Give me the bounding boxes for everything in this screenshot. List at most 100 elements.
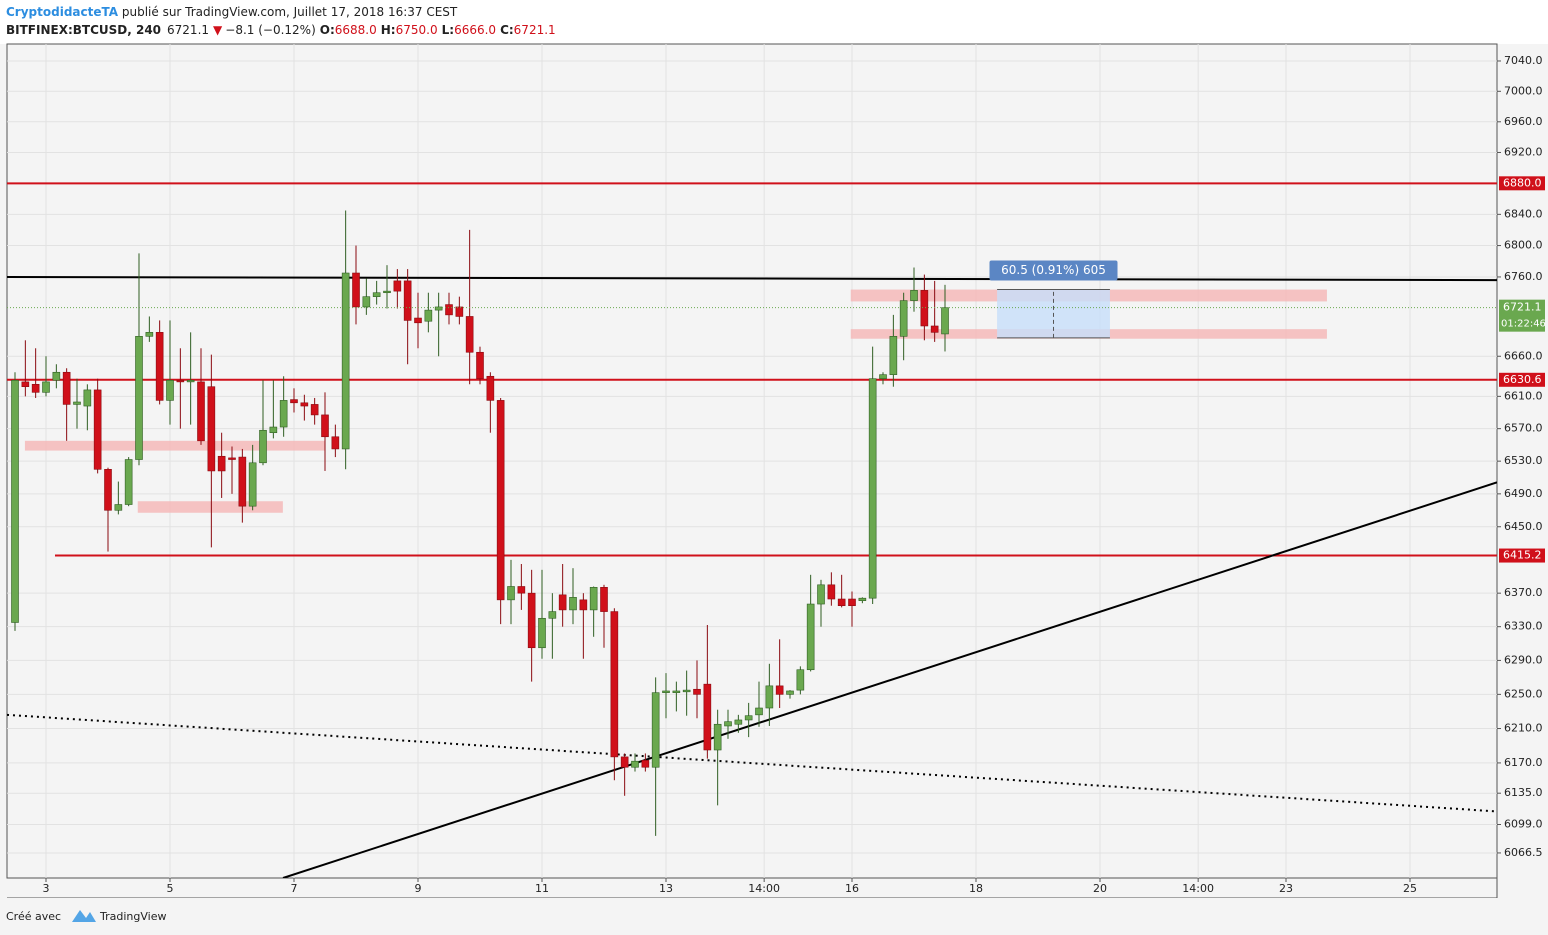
x-tick-label: 14:00 (748, 882, 780, 895)
candle-body (73, 401, 81, 405)
y-tick-label: 6610.0 (1504, 389, 1543, 402)
candle-body (827, 584, 836, 600)
candle-body (517, 586, 526, 594)
y-tick-label: 6530.0 (1504, 454, 1543, 467)
x-tick-label: 25 (1403, 882, 1417, 895)
candle-body (868, 378, 877, 599)
candle-body (620, 756, 629, 768)
zone (137, 501, 283, 513)
candle-body (197, 381, 205, 442)
candle-body (879, 374, 887, 379)
countdown-label: 01:22:46 (1501, 319, 1546, 330)
y-tick-label: 6920.0 (1504, 145, 1543, 158)
level-label: 6415.2 (1503, 549, 1542, 562)
y-tick-label: 6066.5 (1504, 846, 1543, 859)
candle-body (114, 504, 123, 511)
y-tick-label: 6170.0 (1504, 756, 1543, 769)
header-bg (0, 0, 1548, 44)
candle-body (775, 685, 784, 695)
candle-body (372, 292, 381, 297)
candle-body (269, 426, 278, 434)
x-tick-label: 13 (659, 882, 673, 895)
candle-body (321, 414, 329, 438)
candle-body (259, 429, 267, 464)
price-label-bg (1499, 299, 1545, 332)
candle-body (341, 272, 350, 450)
level-label-bg (1499, 548, 1545, 563)
candle-body (135, 336, 143, 460)
candle-body (755, 707, 763, 716)
x-tick-label: 16 (845, 882, 859, 895)
trendline (7, 275, 1497, 282)
candle-body (579, 599, 588, 611)
candle-body (11, 379, 19, 623)
brand-logo[interactable] (72, 910, 96, 922)
candle-body (744, 715, 753, 721)
candle-body (889, 336, 898, 375)
candle-body (848, 598, 856, 607)
candle-body (424, 309, 433, 322)
arrow: ▼ (213, 23, 223, 37)
candle-body (383, 290, 391, 294)
level-label: 6880.0 (1503, 176, 1542, 189)
footer-brand[interactable]: TradingView (99, 910, 166, 923)
candle-body (703, 683, 712, 751)
c-value: 6721.1 (514, 23, 556, 37)
author[interactable]: CryptodidacteTA (6, 5, 119, 19)
candle-body (538, 617, 546, 649)
x-tick-label: 9 (415, 882, 422, 895)
candle-body (145, 332, 154, 337)
candle-body (434, 306, 443, 311)
candle-body (507, 586, 515, 601)
zone (24, 440, 326, 451)
candle-body (662, 690, 670, 693)
y-tick-label: 6490.0 (1504, 487, 1543, 500)
h-label: H: (381, 23, 396, 37)
price-label: 6721.1 (1503, 301, 1542, 314)
candle-body (352, 272, 360, 308)
candle-body (486, 375, 495, 401)
footer-made-with: Créé avec (6, 910, 61, 923)
trendline (282, 481, 1497, 878)
candle-body (641, 760, 650, 768)
candle-body (403, 280, 412, 321)
candle-body (217, 455, 226, 472)
candle-body (228, 457, 236, 460)
candle-body (693, 688, 701, 695)
y-tick-label: 6570.0 (1504, 422, 1543, 435)
candle-body (42, 381, 50, 393)
y-tick-label: 6800.0 (1504, 239, 1543, 252)
candle-body (548, 611, 557, 619)
candle-body (248, 462, 257, 507)
published: publié sur TradingView.com, Juillet 17, … (118, 5, 458, 19)
candle-body (806, 603, 815, 671)
candle-body (837, 598, 846, 607)
h-value: 6750.0 (396, 23, 438, 37)
x-tick-label: 14:00 (1182, 882, 1214, 895)
candle-body (496, 400, 505, 601)
candle-body (310, 404, 319, 416)
candle-body (920, 290, 929, 327)
candle-body (713, 723, 722, 751)
y-tick-label: 6450.0 (1504, 520, 1543, 533)
x-tick-label: 18 (969, 882, 983, 895)
l-label: L: (442, 23, 454, 37)
candle-body (817, 584, 825, 605)
candle-body (52, 371, 61, 381)
candle-body (651, 692, 660, 768)
candle-body (31, 383, 40, 393)
candle-body (331, 436, 340, 450)
y-tick-label: 7000.0 (1504, 84, 1543, 97)
candle-body (207, 386, 216, 472)
y-tick-label: 6370.0 (1504, 586, 1543, 599)
candle-body (786, 690, 794, 695)
candle-body (796, 669, 805, 691)
candle-body (393, 280, 402, 292)
candle-body (83, 389, 92, 407)
candle-body (414, 317, 422, 324)
y-tick-label: 6250.0 (1504, 687, 1543, 700)
candle-body (589, 587, 598, 611)
x-tick-label: 23 (1279, 882, 1293, 895)
candle-body (930, 325, 939, 333)
candle-body (569, 597, 577, 611)
